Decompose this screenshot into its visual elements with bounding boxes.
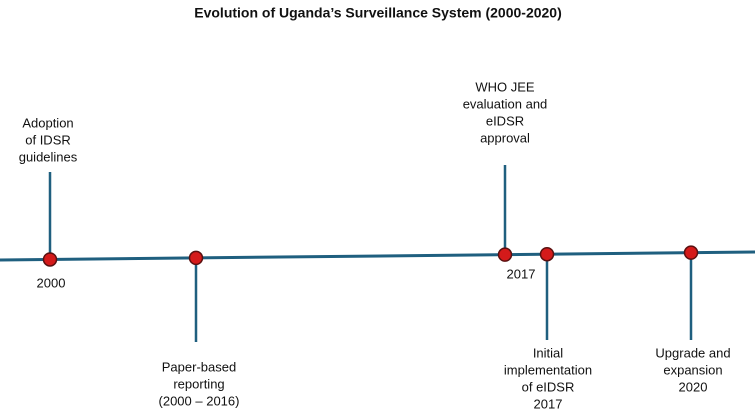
event-label: implementation — [504, 362, 592, 377]
event-label: evaluation and — [463, 96, 548, 111]
event-node — [188, 250, 204, 266]
event-year: 2017 — [507, 266, 536, 281]
event-label: Paper-based — [162, 359, 236, 374]
event-node — [683, 245, 699, 260]
event-label: eIDSR — [486, 113, 524, 128]
event-label: approval — [480, 130, 530, 145]
event-label: Initial — [533, 345, 563, 360]
title: Evolution of Uganda’s Surveillance Syste… — [194, 5, 562, 21]
event-label: 2020 — [679, 379, 708, 394]
event-label: of IDSR — [25, 132, 71, 147]
event-node — [497, 247, 513, 262]
event-label: Upgrade and — [655, 345, 730, 360]
event-year: 2000 — [37, 275, 66, 290]
event-label: expansion — [663, 362, 722, 377]
event-label: WHO JEE — [475, 79, 535, 94]
timeline-axis — [0, 250, 755, 262]
event-label: reporting — [173, 376, 224, 391]
event-label: (2000 – 2016) — [159, 393, 240, 408]
event-node — [42, 252, 58, 267]
event-label: Adoption — [22, 115, 73, 130]
event-label: guidelines — [19, 149, 78, 164]
event-label: of eIDSR — [522, 379, 575, 394]
event-label: 2017 — [534, 396, 563, 410]
event-node — [539, 246, 555, 262]
